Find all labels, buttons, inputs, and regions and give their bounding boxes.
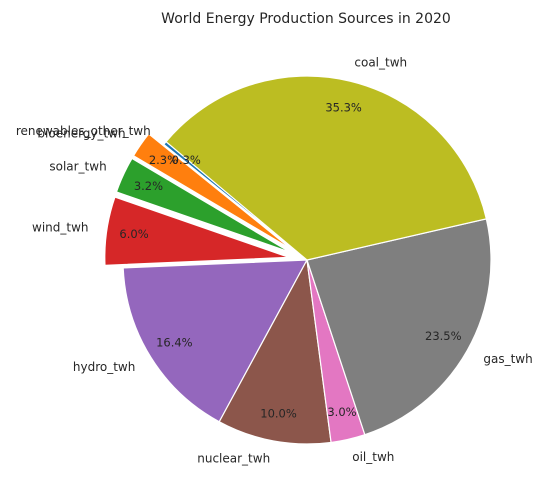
slice-label-coal-twh: coal_twh — [354, 56, 407, 70]
slice-percent-labels: 0.3%2.3% 3.2% 6.0% 16.4% 10.0% 3.0% 23.5% 35.3% — [119, 100, 461, 420]
chart-title: World Energy Production Sources in 2020 — [161, 11, 451, 27]
slice-label-wind-twh: wind_twh — [32, 221, 89, 235]
slice-percent-nuclear-twh: 10.0% — [260, 406, 297, 420]
slice-label-hydro-twh: hydro_twh — [73, 360, 135, 374]
slice-label-gas-twh: gas_twh — [483, 352, 532, 366]
pie-slices — [104, 75, 492, 445]
slice-percent-oil-twh: 3.0% — [327, 405, 356, 419]
slice-percent-renewables-other-twh: 0.3% — [172, 153, 201, 167]
slice-label-bioenergy-twh: bioenergy_twh — [37, 127, 125, 141]
pie-slice-wind-twh — [104, 196, 289, 266]
pie-slice-solar-twh — [115, 157, 291, 253]
pie-slice-nuclear-twh — [218, 258, 332, 445]
slice-label-oil-twh: oil_twh — [352, 450, 394, 464]
pie-slice-gas-twh — [306, 218, 492, 436]
pie-slice-hydro-twh — [122, 259, 309, 423]
pie-slice-coal-twh — [165, 75, 488, 261]
slice-percent-solar-twh: 3.2% — [134, 179, 163, 193]
slice-label-renewables-other-twh: renewables_other_twh — [16, 124, 151, 138]
slice-percent-gas-twh: 23.5% — [425, 329, 462, 343]
slice-percent-hydro-twh: 16.4% — [156, 335, 193, 349]
slice-label-solar-twh: solar_twh — [49, 160, 106, 174]
slice-label-nuclear-twh: nuclear_twh — [197, 452, 270, 466]
slice-percent-wind-twh: 6.0% — [119, 227, 148, 241]
pie-slice-bioenergy-twh — [132, 133, 293, 251]
slice-percent-bioenergy-twh: 2.3% — [149, 153, 178, 167]
slice-percent-coal-twh: 35.3% — [325, 100, 362, 114]
